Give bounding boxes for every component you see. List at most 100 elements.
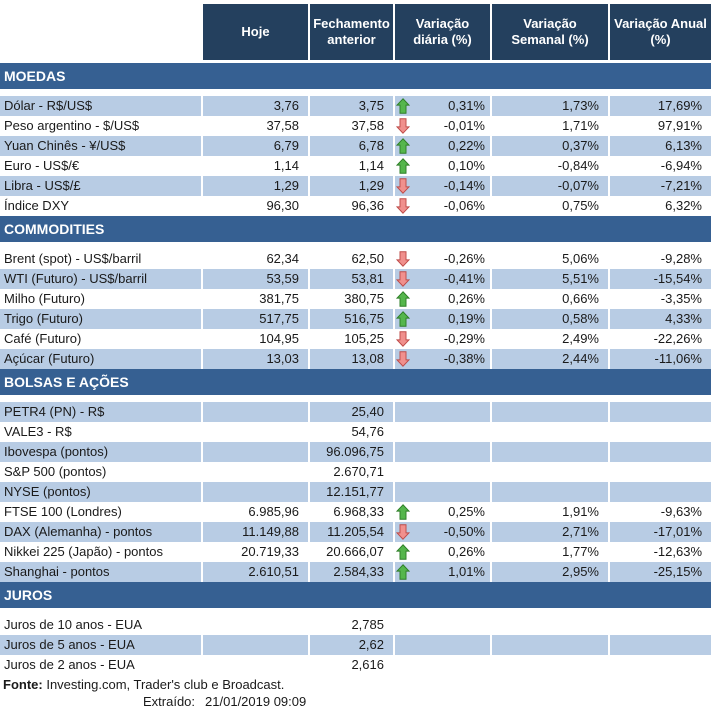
section-title: MOEDAS bbox=[4, 68, 66, 84]
section-spacer bbox=[0, 395, 711, 402]
cell-variacao-diaria: -0,01% bbox=[395, 116, 490, 136]
cell-variacao-semanal bbox=[492, 422, 608, 442]
row-label: Euro - US$/€ bbox=[0, 156, 201, 176]
table-row-euro-us: Euro - US$/€ 1,14 1,14 0,10% -0,84% -6,94% bbox=[0, 156, 711, 176]
cell-variacao-anual: -3,35% bbox=[610, 289, 711, 309]
column-header-variacao-semanal: Variação Semanal (%) bbox=[492, 4, 608, 60]
cell-variacao-diaria bbox=[395, 615, 490, 635]
up-arrow-icon bbox=[396, 544, 410, 560]
table-row-juros-de-2-anos-eua: Juros de 2 anos - EUA 2,616 bbox=[0, 655, 711, 675]
cell-hoje: 381,75 bbox=[203, 289, 308, 309]
variacao-diaria-value: -0,01% bbox=[443, 118, 485, 133]
cell-hoje: 6.985,96 bbox=[203, 502, 308, 522]
cell-fechamento-anterior: 2.670,71 bbox=[310, 462, 393, 482]
cell-hoje: 62,34 bbox=[203, 249, 308, 269]
down-arrow-icon bbox=[396, 251, 410, 267]
up-arrow-icon bbox=[396, 311, 410, 327]
cell-variacao-semanal: 1,91% bbox=[492, 502, 608, 522]
table-row-juros-de-5-anos-eua: Juros de 5 anos - EUA 2,62 bbox=[0, 635, 711, 655]
cell-fechamento-anterior: 53,81 bbox=[310, 269, 393, 289]
header-corner bbox=[0, 4, 201, 60]
cell-variacao-diaria: 0,26% bbox=[395, 542, 490, 562]
table-header: Hoje Fechamento anterior Variação diária… bbox=[0, 4, 711, 60]
cell-variacao-anual bbox=[610, 635, 711, 655]
cell-hoje bbox=[203, 462, 308, 482]
cell-variacao-semanal: 2,95% bbox=[492, 562, 608, 582]
cell-variacao-anual: -17,01% bbox=[610, 522, 711, 542]
cell-variacao-anual bbox=[610, 655, 711, 675]
variacao-diaria-value: -0,06% bbox=[443, 198, 485, 213]
cell-variacao-diaria bbox=[395, 482, 490, 502]
row-label: VALE3 - R$ bbox=[0, 422, 201, 442]
cell-variacao-semanal: 5,51% bbox=[492, 269, 608, 289]
cell-hoje: 1,29 bbox=[203, 176, 308, 196]
section-title: JUROS bbox=[4, 587, 53, 603]
up-arrow-icon bbox=[396, 564, 410, 580]
cell-variacao-semanal: 1,71% bbox=[492, 116, 608, 136]
table-row-dax-alemanha-pontos: DAX (Alemanha) - pontos 11.149,88 11.205,5… bbox=[0, 522, 711, 542]
variacao-diaria-value: -0,26% bbox=[443, 251, 485, 266]
cell-fechamento-anterior: 516,75 bbox=[310, 309, 393, 329]
row-label: Ibovespa (pontos) bbox=[0, 442, 201, 462]
cell-variacao-semanal: 2,71% bbox=[492, 522, 608, 542]
cell-variacao-anual bbox=[610, 462, 711, 482]
cell-variacao-semanal bbox=[492, 482, 608, 502]
row-label: Açúcar (Futuro) bbox=[0, 349, 201, 369]
cell-variacao-anual: -7,21% bbox=[610, 176, 711, 196]
cell-variacao-anual: -12,63% bbox=[610, 542, 711, 562]
cell-variacao-anual: -25,15% bbox=[610, 562, 711, 582]
cell-hoje: 1,14 bbox=[203, 156, 308, 176]
section-spacer bbox=[0, 242, 711, 249]
cell-variacao-semanal bbox=[492, 635, 608, 655]
section-header-juros: JUROS bbox=[0, 582, 711, 608]
cell-variacao-semanal: 1,73% bbox=[492, 96, 608, 116]
variacao-diaria-value: 0,26% bbox=[448, 544, 485, 559]
cell-variacao-diaria bbox=[395, 442, 490, 462]
variacao-diaria-value: -0,38% bbox=[443, 351, 485, 366]
row-label: Trigo (Futuro) bbox=[0, 309, 201, 329]
down-arrow-icon bbox=[396, 524, 410, 540]
down-arrow-icon bbox=[396, 178, 410, 194]
variacao-diaria-value: -0,14% bbox=[443, 178, 485, 193]
cell-hoje: 13,03 bbox=[203, 349, 308, 369]
table-row-brent-spot-us-barril: Brent (spot) - US$/barril 62,34 62,50 -0,26… bbox=[0, 249, 711, 269]
cell-fechamento-anterior: 96.096,75 bbox=[310, 442, 393, 462]
cell-fechamento-anterior: 1,29 bbox=[310, 176, 393, 196]
cell-variacao-diaria bbox=[395, 402, 490, 422]
cell-fechamento-anterior: 62,50 bbox=[310, 249, 393, 269]
cell-variacao-anual bbox=[610, 402, 711, 422]
row-label: Milho (Futuro) bbox=[0, 289, 201, 309]
cell-hoje bbox=[203, 635, 308, 655]
cell-variacao-diaria bbox=[395, 422, 490, 442]
cell-hoje bbox=[203, 402, 308, 422]
cell-fechamento-anterior: 105,25 bbox=[310, 329, 393, 349]
table-row-juros-de-10-anos-eua: Juros de 10 anos - EUA 2,785 bbox=[0, 615, 711, 635]
cell-variacao-semanal: 0,37% bbox=[492, 136, 608, 156]
table-row-nikkei-225-japao-pontos: Nikkei 225 (Japão) - pontos 20.719,33 20.6… bbox=[0, 542, 711, 562]
cell-variacao-anual bbox=[610, 615, 711, 635]
cell-variacao-anual: -22,26% bbox=[610, 329, 711, 349]
cell-hoje: 96,30 bbox=[203, 196, 308, 216]
up-arrow-icon bbox=[396, 291, 410, 307]
extracted-line: Extraído: 21/01/2019 09:09 bbox=[0, 694, 711, 710]
cell-variacao-anual: 6,32% bbox=[610, 196, 711, 216]
cell-variacao-semanal: 5,06% bbox=[492, 249, 608, 269]
table-row-libra-us: Libra - US$/£ 1,29 1,29 -0,14% -0,07% -7,21% bbox=[0, 176, 711, 196]
column-header-variacao-diaria: Variação diária (%) bbox=[395, 4, 490, 60]
row-label: Yuan Chinês - ¥/US$ bbox=[0, 136, 201, 156]
cell-variacao-diaria: -0,26% bbox=[395, 249, 490, 269]
row-label: Café (Futuro) bbox=[0, 329, 201, 349]
extracted-label: Extraído: bbox=[143, 694, 196, 709]
row-label: NYSE (pontos) bbox=[0, 482, 201, 502]
cell-fechamento-anterior: 380,75 bbox=[310, 289, 393, 309]
column-header-variacao-anual: Variação Anual (%) bbox=[610, 4, 711, 60]
row-label: Juros de 10 anos - EUA bbox=[0, 615, 201, 635]
variacao-diaria-value: -0,50% bbox=[443, 524, 485, 539]
cell-variacao-semanal bbox=[492, 615, 608, 635]
variacao-diaria-value: 0,10% bbox=[448, 158, 485, 173]
table-row-vale3-r: VALE3 - R$ 54,76 bbox=[0, 422, 711, 442]
section-spacer bbox=[0, 89, 711, 96]
variacao-diaria-value: 1,01% bbox=[448, 564, 485, 579]
cell-variacao-semanal: -0,84% bbox=[492, 156, 608, 176]
cell-variacao-semanal: -0,07% bbox=[492, 176, 608, 196]
